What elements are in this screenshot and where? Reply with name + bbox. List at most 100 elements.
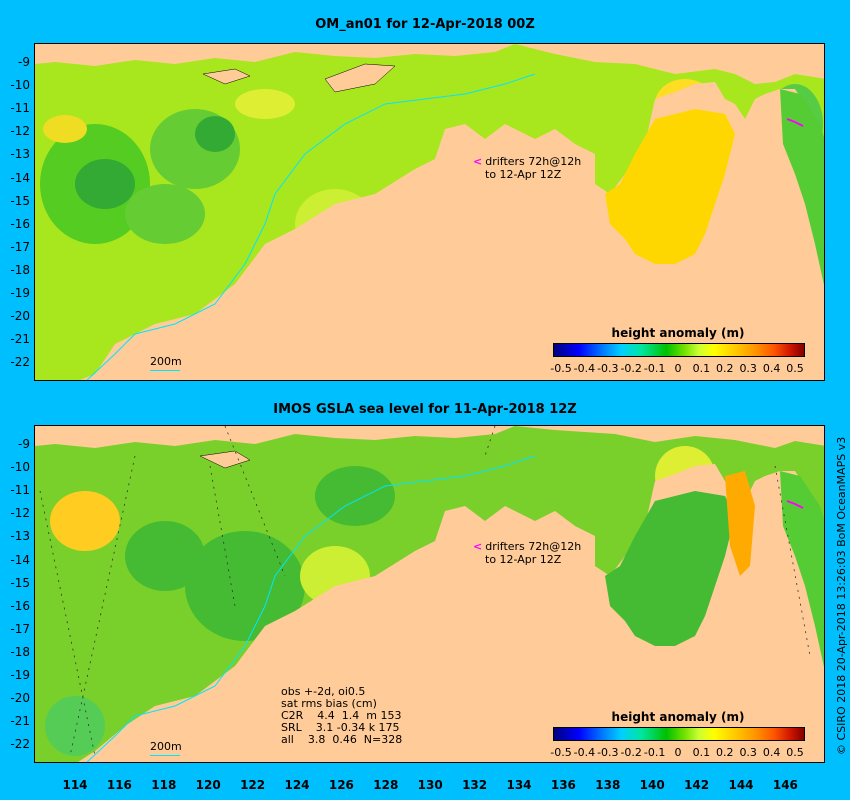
y-tick-label: -9: [18, 437, 30, 451]
panel1-drifter-legend: < drifters 72h@12h to 12-Apr 12Z: [473, 155, 581, 181]
panel2-title: IMOS GSLA sea level for 11-Apr-2018 12Z: [273, 402, 577, 417]
colorbar-tick-label: -0.1: [643, 362, 666, 375]
new-guinea-land: [515, 44, 824, 84]
y-tick-label: -21: [10, 714, 30, 729]
x-tick-label: 128: [373, 778, 399, 792]
satellite-track: [224, 426, 286, 577]
panel2-y-axis: -9 -10 -11 -12 -13 -14 -15 -16 -17 -18 -19 -20 -21 -2…: [0, 425, 30, 763]
panel2-drifter-legend: < drifters 72h@12h to 12-Apr 12Z: [473, 540, 581, 566]
coral-sea: [780, 471, 824, 667]
x-tick-label: 120: [195, 778, 221, 792]
x-tick-label: 118: [151, 778, 177, 792]
panel1-y-axis: -9 -10 -11 -12 -13 -14 -15 -16 -17 -18 -19 -20 -21 -2…: [0, 43, 30, 381]
y-tick-label: -13: [10, 147, 30, 162]
stats-line: all 3.8 0.46 N=328: [281, 733, 403, 746]
panel2-depth-contour-label: 200m: [150, 740, 182, 753]
panel1-colorbar-ticks: -0.5 -0.4 -0.3 -0.2 -0.1 0 0.1 0.2 0.3 0.4 0.5: [550, 362, 804, 376]
stats-line: C2R 4.4 1.4 m 153: [281, 709, 402, 722]
drifter-track: [786, 118, 804, 127]
y-tick-label: -19: [10, 286, 30, 300]
x-tick-label: 114: [62, 778, 88, 792]
y-tick-label: -18: [10, 644, 30, 659]
stats-line: sat rms bias (cm): [281, 697, 377, 710]
colorbar-tick-label: 0.2: [716, 746, 734, 759]
colorbar-tick-label: -0.2: [620, 362, 642, 375]
stats-line: obs +-2d, oi0.5: [281, 685, 366, 698]
anomaly-patch: [45, 696, 105, 756]
satellite-track: [484, 426, 496, 457]
stats-line: SRL 3.1 -0.34 k 175: [281, 721, 400, 734]
panel2-map-svg: [35, 426, 824, 762]
x-tick-label: 142: [684, 778, 710, 792]
drifter-label-line1: drifters 72h@12h: [485, 155, 582, 168]
y-tick-label: -19: [10, 668, 30, 682]
colorbar-tick-label: -0.5: [550, 362, 572, 375]
anomaly-patch: [43, 115, 87, 143]
panel1-depth-contour-label: 200m: [150, 355, 182, 368]
x-tick-label: 122: [240, 778, 266, 792]
satellite-track: [39, 490, 96, 757]
colorbar-tick-label: 0.3: [739, 746, 757, 759]
colorbar-tick-label: 0.4: [762, 362, 781, 375]
colorbar-tick-label: 0.1: [692, 746, 711, 759]
panel2-stats-box: obs +-2d, oi0.5 sat rms bias (cm) C2R 4.…: [281, 686, 402, 746]
drifter-arrow-icon: <: [473, 540, 483, 553]
satellite-track: [209, 465, 236, 607]
contour-200m: [86, 73, 536, 380]
panel1-title: OM_an01 for 12-Apr-2018 00Z: [315, 17, 535, 32]
sumba-land: [202, 68, 251, 85]
x-tick-label: 136: [550, 778, 576, 792]
y-tick-label: -22: [10, 737, 30, 752]
y-tick-label: -12: [10, 124, 30, 139]
panel2-colorbar-ticks: -0.5 -0.4 -0.3 -0.2 -0.1 0 0.1 0.2 0.3 0.4 0.5: [550, 746, 804, 760]
y-tick-label: -17: [10, 621, 30, 636]
colorbar-tick-label: 0.5: [786, 746, 804, 759]
y-tick-label: -21: [10, 332, 30, 347]
y-tick-label: -14: [10, 552, 30, 567]
anomaly-patch: [315, 466, 395, 526]
colorbar-tick-label: 0: [674, 362, 682, 375]
panel2-colorbar-title: height anomaly (m): [611, 710, 745, 724]
colorbar-tick-label: 0.4: [762, 746, 781, 759]
anomaly-patch: [75, 159, 135, 209]
x-tick-label: 132: [462, 778, 488, 792]
y-tick-label: -10: [10, 460, 30, 475]
indonesia-land: [35, 426, 515, 448]
y-tick-label: -18: [10, 262, 30, 277]
panel1-colorbar-title: height anomaly (m): [611, 326, 745, 340]
colorbar-tick-label: -0.3: [597, 362, 619, 375]
drifter-label-line1: drifters 72h@12h: [485, 540, 582, 553]
colorbar-tick-label: 0: [674, 746, 682, 759]
gulf-of-carpentaria: [605, 491, 735, 646]
y-tick-label: -15: [10, 193, 30, 208]
colorbar-tick-label: 0.5: [786, 362, 804, 375]
y-tick-label: -12: [10, 506, 30, 521]
x-tick-label: 144: [728, 778, 754, 792]
colorbar-tick-label: 0.3: [739, 362, 757, 375]
anomaly-patch: [235, 89, 295, 119]
colorbar-tick-label: -0.3: [597, 746, 619, 759]
x-tick-label: 146: [772, 778, 798, 792]
drifter-label-line2: to 12-Apr 12Z: [485, 553, 562, 566]
x-axis-labels: 114 116 118 120 122 124 126 128 130 132 134 136 138 1…: [0, 778, 850, 796]
anomaly-patch: [125, 521, 205, 591]
sumba-land: [199, 450, 251, 469]
y-tick-label: -20: [10, 691, 30, 706]
y-tick-label: -9: [18, 55, 30, 69]
y-tick-label: -16: [10, 598, 30, 613]
y-tick-label: -10: [10, 78, 30, 93]
y-tick-label: -11: [10, 483, 30, 498]
colorbar-tick-label: -0.4: [573, 362, 596, 375]
colorbar-tick-label: -0.4: [573, 746, 596, 759]
contour-200m: [86, 455, 536, 762]
new-guinea-land: [515, 426, 824, 448]
y-tick-label: -20: [10, 309, 30, 324]
y-tick-label: -13: [10, 529, 30, 544]
panel1-colorbar: [553, 343, 805, 357]
y-tick-label: -14: [10, 170, 30, 185]
anomaly-patch: [50, 491, 120, 551]
y-tick-label: -16: [10, 216, 30, 231]
drifter-label-line2: to 12-Apr 12Z: [485, 168, 562, 181]
timor-land: [324, 63, 396, 93]
y-tick-label: -11: [10, 101, 30, 116]
